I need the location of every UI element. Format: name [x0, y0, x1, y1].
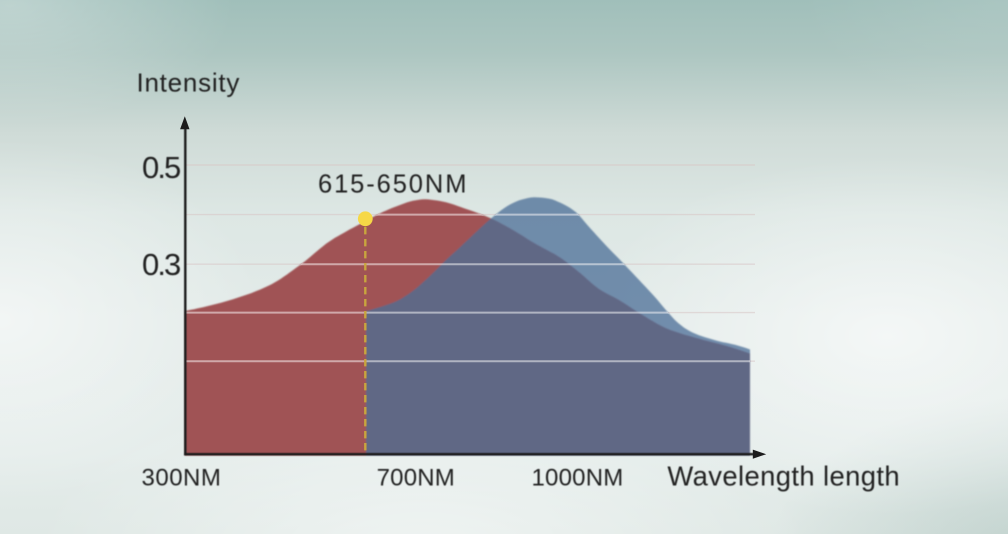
svg-text:0.5: 0.5: [142, 150, 180, 185]
svg-text:Intensity: Intensity: [137, 68, 241, 98]
svg-text:700NM: 700NM: [377, 465, 455, 492]
svg-text:1000NM: 1000NM: [532, 465, 624, 492]
svg-text:Wavelength length: Wavelength length: [667, 461, 900, 492]
svg-text:615-650NM: 615-650NM: [318, 170, 468, 198]
svg-text:0.3: 0.3: [142, 247, 180, 282]
svg-text:300NM: 300NM: [142, 465, 222, 492]
